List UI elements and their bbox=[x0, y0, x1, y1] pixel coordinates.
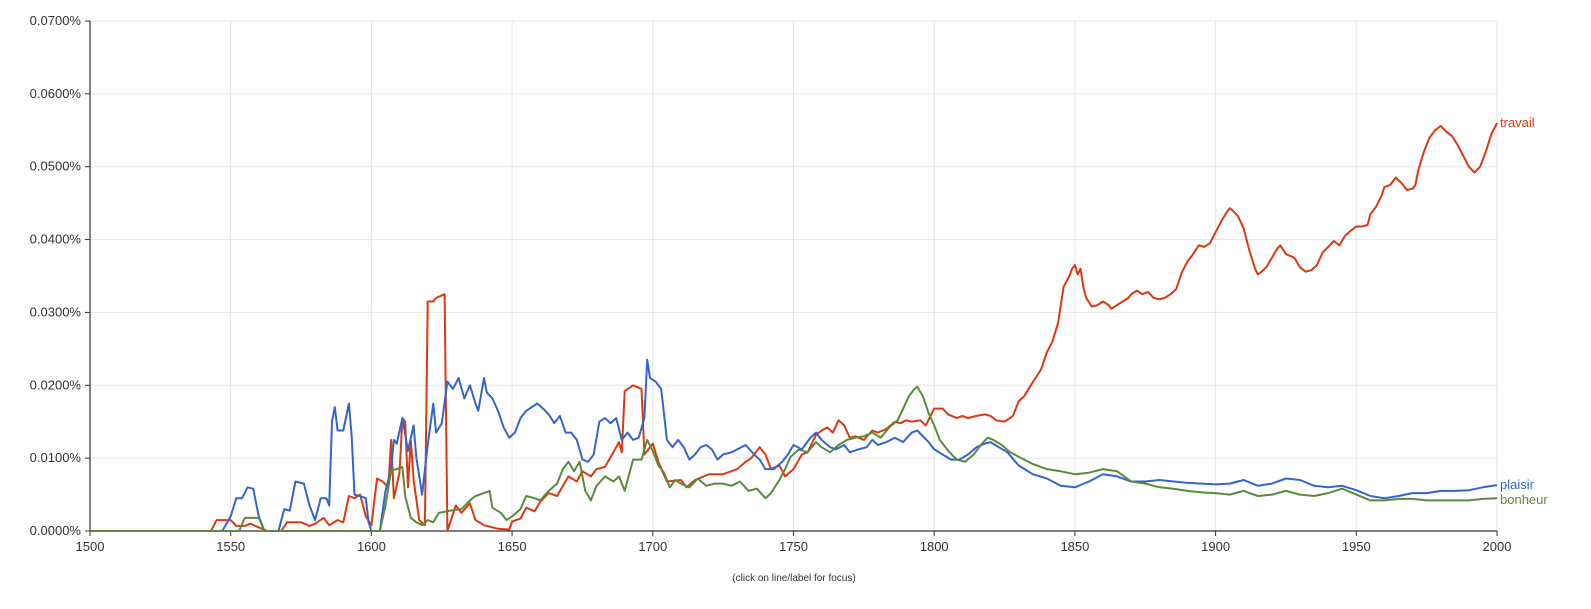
y-tick-label: 0.0100% bbox=[30, 450, 82, 465]
y-tick-label: 0.0300% bbox=[30, 304, 82, 319]
x-tick-label: 1750 bbox=[779, 539, 808, 554]
x-tick-label: 1800 bbox=[920, 539, 949, 554]
series-line-travail[interactable] bbox=[90, 122, 1498, 532]
x-tick-label: 2000 bbox=[1483, 539, 1512, 554]
x-tick-label: 1550 bbox=[216, 539, 245, 554]
x-tick-label: 1700 bbox=[638, 539, 667, 554]
y-tick-label: 0.0400% bbox=[30, 232, 82, 247]
y-tick-label: 0.0500% bbox=[30, 159, 82, 174]
x-tick-label: 1650 bbox=[498, 539, 527, 554]
y-tick-label: 0.0000% bbox=[30, 523, 82, 538]
series-line-plaisir[interactable] bbox=[90, 358, 1498, 532]
grid bbox=[90, 20, 1498, 531]
y-axis-ticks: 0.0000% 0.0100% 0.0200% 0.0300% 0.0400% 0.050… bbox=[30, 13, 90, 538]
x-tick-label: 1900 bbox=[1201, 539, 1230, 554]
series-label-plaisir[interactable]: plaisir bbox=[1500, 477, 1535, 492]
x-tick-label: 1850 bbox=[1060, 539, 1089, 554]
x-axis-ticks: 1500 1550 1600 1650 1700 1750 1800 1850 1900 1950… bbox=[76, 531, 1512, 554]
series-label-travail[interactable]: travail bbox=[1500, 115, 1535, 130]
x-tick-label: 1600 bbox=[357, 539, 386, 554]
series-line-bonheur[interactable] bbox=[90, 385, 1498, 532]
series-lines[interactable] bbox=[90, 122, 1498, 532]
x-tick-label: 1500 bbox=[76, 539, 105, 554]
y-tick-label: 0.0200% bbox=[30, 377, 82, 392]
focus-hint: (click on line/label for focus) bbox=[732, 573, 855, 584]
y-tick-label: 0.0600% bbox=[30, 86, 82, 101]
y-tick-label: 0.0700% bbox=[30, 13, 82, 28]
series-label-bonheur[interactable]: bonheur bbox=[1500, 492, 1548, 507]
x-tick-label: 1950 bbox=[1342, 539, 1371, 554]
